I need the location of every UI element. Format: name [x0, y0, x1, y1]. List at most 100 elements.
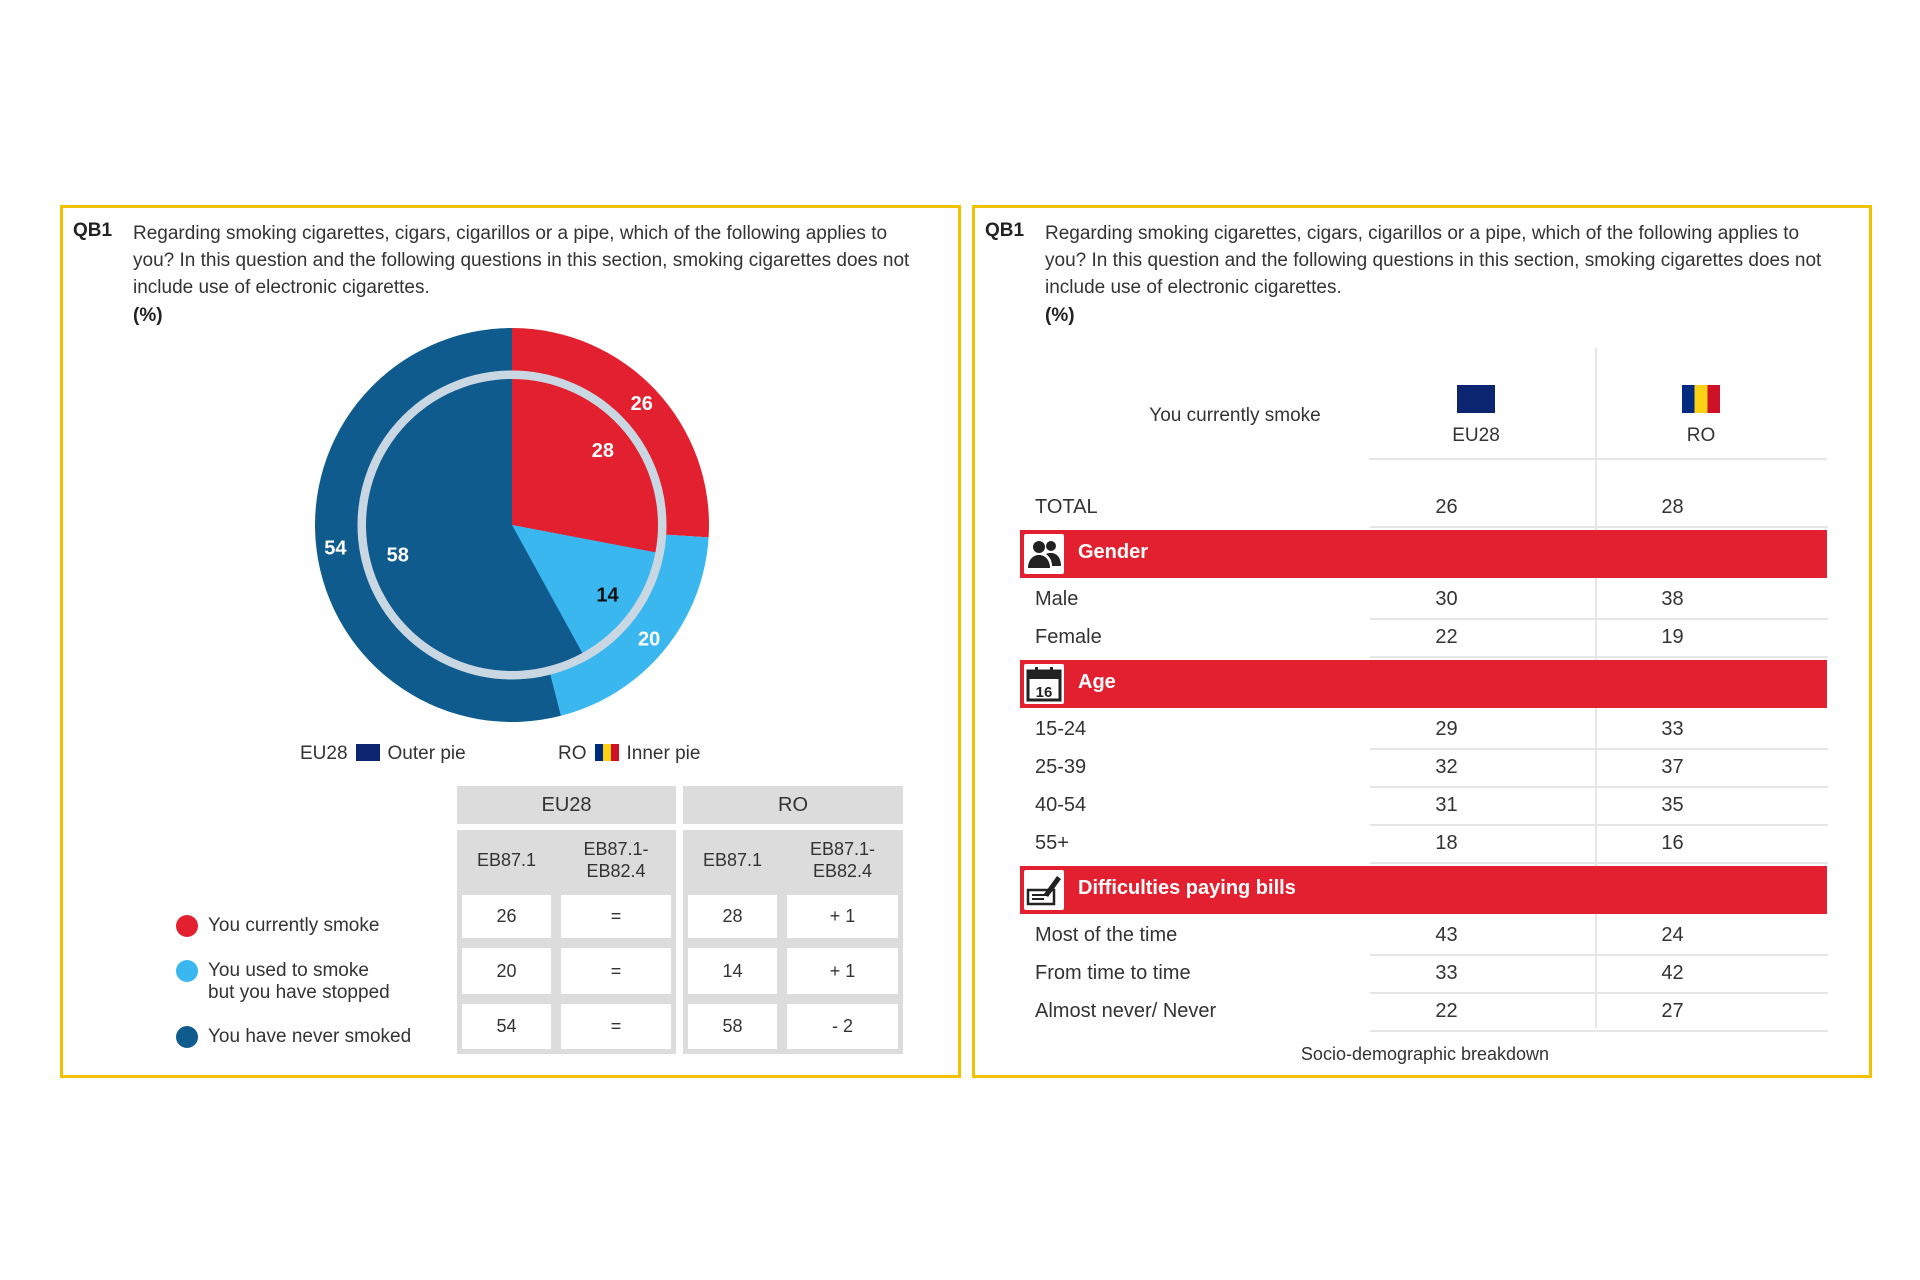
legend-used-to-smoke: You used to smoke but you have stopped [208, 960, 390, 1003]
outer-pie-eu28-label-0: 26 [631, 393, 653, 415]
table-row: Female 22 19 [1025, 620, 1828, 658]
outer-pie-eu28-label-2: 54 [324, 537, 347, 559]
ro-flag-icon [594, 744, 619, 761]
row-divider [1370, 786, 1828, 788]
table-col-ro-diff: EB87.1- EB82.4 [782, 830, 903, 890]
bills-pen-icon [1024, 870, 1064, 910]
question-unit: (%) [133, 305, 163, 326]
table-cell-current-smoke-eu28-eb871: 26 [457, 890, 556, 943]
pie-legend-ro-label: RO [558, 743, 587, 764]
table-cell-current-smoke-eu28-diff: = [556, 890, 676, 943]
table-cell-used-to-smoke-ro-diff: + 1 [782, 943, 903, 999]
inner-pie-ro-slice-1 [512, 525, 656, 653]
section-title: Gender [1078, 541, 1149, 563]
table-cell-never-smoked-ro-eb871: 58 [683, 999, 782, 1054]
row-divider [1370, 748, 1828, 750]
row-value-ro: 19 [1661, 626, 1684, 648]
inner-pie-ro-label-1: 14 [596, 584, 619, 606]
row-divider [1370, 862, 1828, 864]
table-row: Most of the time 43 24 [1025, 918, 1828, 956]
table-cell-never-smoked-eu28-diff: = [556, 999, 676, 1054]
table-row: From time to time 33 42 [1025, 956, 1828, 994]
footnote: Socio-demographic breakdown [1300, 1044, 1550, 1064]
legend-never-smoked: You have never smoked [208, 1026, 412, 1047]
row-label: 25-39 [1035, 756, 1087, 778]
people-icon [1024, 534, 1064, 574]
row-value-ro: 35 [1661, 794, 1684, 816]
row-value-ro: 24 [1661, 924, 1684, 946]
pie-legend-eu28: EU28 Outer pie [300, 743, 466, 765]
table-cell-used-to-smoke-eu28-eb871: 20 [457, 943, 556, 999]
row-label: Almost never/ Never [1035, 1000, 1217, 1022]
row-value-eu28: 30 [1435, 588, 1458, 610]
table-cell-never-smoked-ro-diff: - 2 [782, 999, 903, 1054]
legend-dot-never-icon [176, 1026, 198, 1048]
calendar-16-icon: 16 [1024, 664, 1064, 704]
table-cell-used-to-smoke-ro-eb871: 14 [683, 943, 782, 999]
table-cell-current-smoke-ro-eb871: 28 [683, 890, 782, 943]
row-value-ro: 42 [1661, 962, 1684, 984]
question-text: Regarding smoking cigarettes, cigars, ci… [1045, 223, 1822, 298]
section-header-gender: Gender [1020, 530, 1827, 578]
section-header-age: 16 Age [1020, 660, 1827, 708]
row-value-ro: 27 [1661, 1000, 1684, 1022]
row-label: 55+ [1035, 832, 1069, 854]
row-value-ro: 16 [1661, 832, 1684, 854]
row-label: TOTAL [1035, 496, 1098, 518]
row-divider [1370, 954, 1828, 956]
inner-pie-ro-slice-0 [512, 379, 658, 553]
pie-legend-eu28-label: EU28 [300, 743, 348, 764]
table-cell-never-smoked-eu28-eb871: 54 [457, 999, 556, 1054]
table-row: Male 30 38 [1025, 582, 1828, 620]
table-row: 15-24 29 33 [1025, 712, 1828, 750]
section-title: Difficulties paying bills [1078, 877, 1296, 899]
col-eu28: EU28 [1452, 425, 1500, 446]
row-label: 15-24 [1035, 718, 1087, 740]
row-divider [1370, 618, 1828, 620]
header-divider [1369, 458, 1827, 460]
row-label: From time to time [1035, 962, 1191, 984]
inner-pie-ro-label-2: 58 [387, 544, 409, 566]
row-label: 40-54 [1035, 794, 1087, 816]
left-chart-panel: QB1 Regarding smoking cigarettes, cigars… [60, 205, 961, 1078]
question-code: QB1 [985, 220, 1025, 241]
table-cell-current-smoke-ro-diff: + 1 [782, 890, 903, 943]
row-divider [1370, 1030, 1828, 1032]
row-divider [1370, 526, 1828, 528]
row-divider [1370, 992, 1828, 994]
table-col-eu28-eb871: EB87.1 [457, 830, 556, 890]
svg-text:16: 16 [1036, 684, 1053, 701]
row-label: Female [1035, 626, 1102, 648]
row-label: Most of the time [1035, 924, 1178, 946]
pie-separator-ring [357, 370, 667, 680]
row-value-eu28: 26 [1435, 496, 1458, 518]
row-divider [1370, 824, 1828, 826]
row-label: Male [1035, 588, 1079, 610]
row-value-eu28: 31 [1435, 794, 1458, 816]
eu-flag-icon [1457, 385, 1495, 413]
table-col-eu28-diff: EB87.1- EB82.4 [556, 830, 676, 890]
question-unit: (%) [1045, 305, 1075, 326]
table-row: 55+ 18 16 [1025, 826, 1828, 864]
table-cell-used-to-smoke-eu28-diff: = [556, 943, 676, 999]
row-divider [1370, 656, 1828, 658]
row-value-eu28: 43 [1435, 924, 1458, 946]
table-col-ro-eb871: EB87.1 [683, 830, 782, 890]
outer-pie-eu28-label-1: 20 [638, 628, 660, 650]
row-value-ro: 33 [1661, 718, 1684, 740]
row-value-eu28: 32 [1435, 756, 1458, 778]
pie-legend-ro: RO Inner pie [558, 743, 700, 765]
table-row: 40-54 31 35 [1025, 788, 1828, 826]
pie-legend-eu28-desc: Outer pie [387, 743, 466, 764]
pie-legend-ro-desc: Inner pie [626, 743, 701, 764]
table-row: Almost never/ Never 22 27 [1025, 994, 1828, 1032]
legend-current-smoke: You currently smoke [208, 915, 380, 936]
row-value-eu28: 33 [1435, 962, 1458, 984]
legend-dot-former-icon [176, 960, 198, 982]
section-header-difficulties-paying-bills: Difficulties paying bills [1020, 866, 1827, 914]
question-code: QB1 [73, 220, 113, 241]
table-group-ro: RO [683, 786, 903, 824]
eu-flag-icon [355, 744, 380, 761]
row-value-ro: 38 [1661, 588, 1684, 610]
legend-dot-current-icon [176, 915, 198, 937]
